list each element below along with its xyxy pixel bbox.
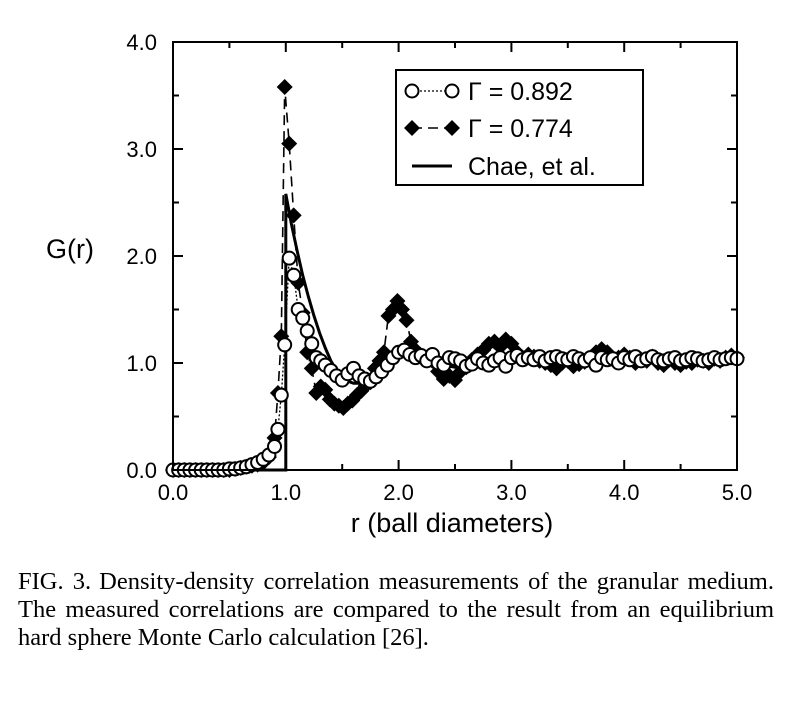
x-tick-label: 0.0 <box>158 480 189 505</box>
series-gamma-0892-point <box>281 250 297 266</box>
series-gamma-0892-point <box>277 337 293 353</box>
legend-label: Chae, et al. <box>468 153 596 181</box>
legend-entry: Γ = 0.892 <box>404 78 573 106</box>
legend-swatch-marker <box>404 120 420 136</box>
y-axis-tick-labels: 0.0 1.0 2.0 3.0 4.0 <box>126 30 157 483</box>
y-tick-label: 4.0 <box>126 30 157 55</box>
legend-label: Γ = 0.892 <box>468 78 573 106</box>
x-axis-label: r (ball diameters) <box>351 508 554 538</box>
series-chae-et-al-line <box>173 193 737 472</box>
series-gamma-0774-point <box>285 207 302 224</box>
y-tick-label: 1.0 <box>126 351 157 376</box>
legend-entry: Chae, et al. <box>412 153 596 181</box>
figure-caption-label: FIG. 3. <box>18 568 92 595</box>
series-gamma-0774-point <box>281 135 298 152</box>
series-gamma-0892-point <box>270 421 286 437</box>
series-gamma-0892-point <box>295 310 311 326</box>
series-gamma-0892-point <box>299 323 315 339</box>
y-tick-label: 3.0 <box>126 137 157 162</box>
x-tick-label: 2.0 <box>383 480 414 505</box>
figure-caption-text: Density-density correlation measurements… <box>18 568 774 651</box>
legend-swatch-marker <box>444 83 460 99</box>
legend-swatch-marker <box>444 120 460 136</box>
series-gamma-0892-point <box>273 387 289 403</box>
x-tick-label: 1.0 <box>271 480 302 505</box>
legend: Γ = 0.892 Γ = 0.774 Chae, et al. <box>395 69 644 186</box>
y-tick-label: 2.0 <box>126 244 157 269</box>
legend-entry: Γ = 0.774 <box>404 115 573 143</box>
y-axis-label: G(r) <box>46 234 94 264</box>
series-gamma-0892-point <box>286 267 302 283</box>
series-gamma-0892 <box>165 250 745 478</box>
series-chae-et-al <box>173 193 737 472</box>
figure-caption: FIG. 3. Density-density correlation measu… <box>18 568 774 652</box>
x-tick-label: 4.0 <box>609 480 640 505</box>
legend-items: Γ = 0.892 Γ = 0.774 Chae, et al. <box>404 78 596 181</box>
plot-frame <box>172 41 738 471</box>
x-tick-label: 5.0 <box>722 480 753 505</box>
series-gamma-0774-point <box>503 335 520 352</box>
series-layer <box>165 78 745 478</box>
legend-swatch-marker <box>404 83 420 99</box>
y-tick-label: 0.0 <box>126 458 157 483</box>
series-gamma-0774-point <box>276 78 293 95</box>
series-gamma-0892-point <box>267 438 283 454</box>
gr-chart: 0.0 1.0 2.0 3.0 4.0 5.0 0.01.02.03.04.0 G(r) … <box>46 30 753 538</box>
legend-label: Γ = 0.774 <box>468 115 573 143</box>
series-gamma-0774-point <box>398 312 415 329</box>
x-axis-tick-labels: 0.0 1.0 2.0 3.0 4.0 5.0 <box>158 480 753 505</box>
series-gamma-0892-point <box>304 336 320 352</box>
x-tick-label: 3.0 <box>496 480 527 505</box>
